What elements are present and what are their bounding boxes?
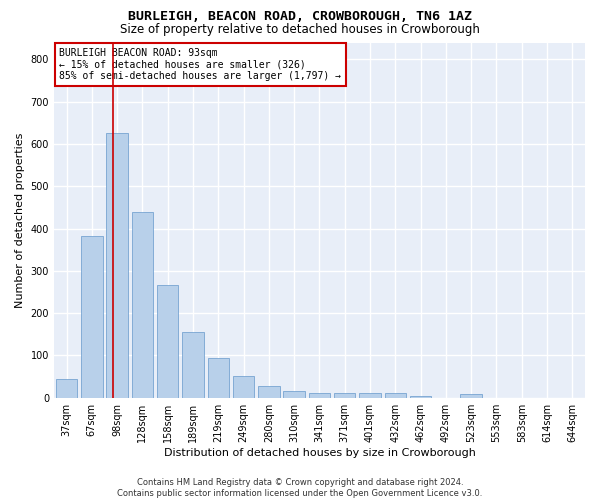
Text: Size of property relative to detached houses in Crowborough: Size of property relative to detached ho… — [120, 22, 480, 36]
Bar — [385, 394, 406, 398]
X-axis label: Distribution of detached houses by size in Crowborough: Distribution of detached houses by size … — [164, 448, 475, 458]
Bar — [258, 386, 280, 398]
Bar — [410, 396, 431, 398]
Text: Contains HM Land Registry data © Crown copyright and database right 2024.
Contai: Contains HM Land Registry data © Crown c… — [118, 478, 482, 498]
Bar — [56, 378, 77, 398]
Bar — [334, 393, 355, 398]
Y-axis label: Number of detached properties: Number of detached properties — [15, 132, 25, 308]
Bar — [208, 358, 229, 398]
Text: BURLEIGH BEACON ROAD: 93sqm
← 15% of detached houses are smaller (326)
85% of se: BURLEIGH BEACON ROAD: 93sqm ← 15% of det… — [59, 48, 341, 82]
Text: BURLEIGH, BEACON ROAD, CROWBOROUGH, TN6 1AZ: BURLEIGH, BEACON ROAD, CROWBOROUGH, TN6 … — [128, 10, 472, 23]
Bar — [233, 376, 254, 398]
Bar — [283, 391, 305, 398]
Bar — [182, 332, 204, 398]
Bar — [460, 394, 482, 398]
Bar — [309, 394, 330, 398]
Bar — [359, 394, 381, 398]
Bar — [106, 132, 128, 398]
Bar — [81, 236, 103, 398]
Bar — [157, 285, 178, 398]
Bar — [131, 212, 153, 398]
